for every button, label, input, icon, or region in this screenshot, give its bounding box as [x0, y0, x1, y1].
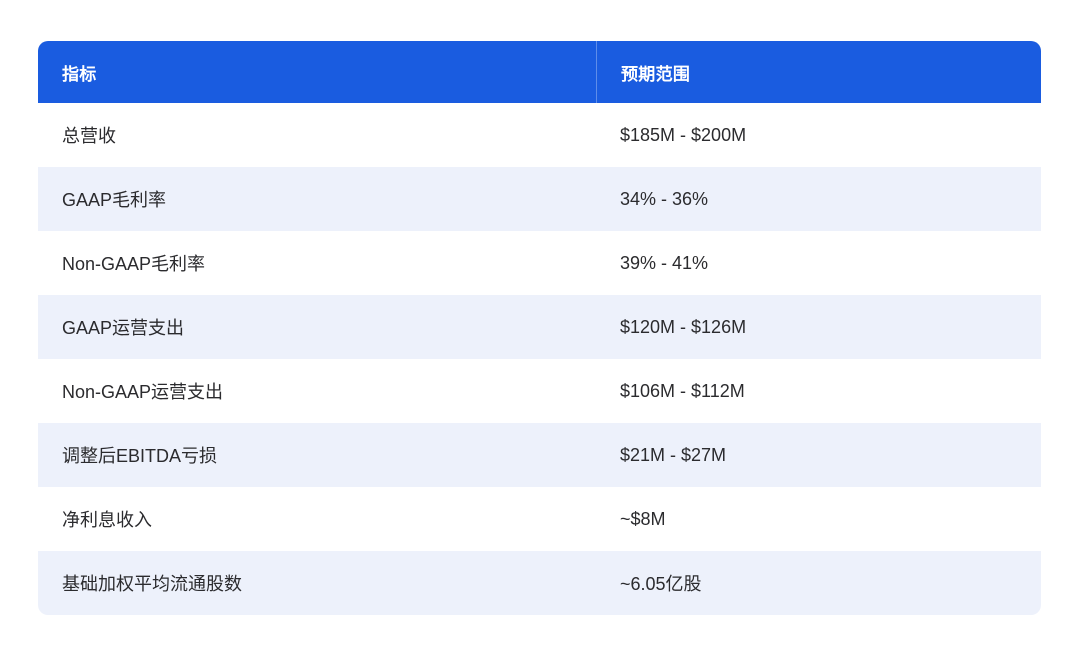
range-cell: $120M - $126M	[620, 316, 747, 337]
table-row: 净利息收入 ~$8M	[38, 487, 1041, 551]
range-cell: $185M - $200M	[620, 124, 747, 145]
range-cell: ~6.05亿股	[620, 574, 702, 594]
table-header-row: 指标 预期范围	[38, 41, 1041, 103]
range-cell: $21M - $27M	[620, 444, 727, 465]
metric-cell: GAAP毛利率	[62, 190, 167, 210]
range-cell: 34% - 36%	[620, 188, 709, 209]
table-row: GAAP运营支出 $120M - $126M	[38, 295, 1041, 359]
table-row: 调整后EBITDA亏损 $21M - $27M	[38, 423, 1041, 487]
table-row: 基础加权平均流通股数 ~6.05亿股	[38, 551, 1041, 615]
metric-cell: Non-GAAP毛利率	[62, 254, 206, 274]
range-cell: 39% - 41%	[620, 252, 709, 273]
column-header-metric: 指标	[62, 64, 97, 84]
metric-cell: Non-GAAP运营支出	[62, 382, 224, 402]
table-row: GAAP毛利率 34% - 36%	[38, 167, 1041, 231]
guidance-table: 指标 预期范围 总营收 $185M - $200M GAAP毛利率 34% - …	[38, 41, 1041, 615]
range-cell: ~$8M	[620, 508, 666, 529]
range-cell: $106M - $112M	[620, 380, 745, 401]
metric-cell: GAAP运营支出	[62, 318, 185, 338]
metric-cell: 基础加权平均流通股数	[62, 574, 242, 594]
table-row: Non-GAAP运营支出 $106M - $112M	[38, 359, 1041, 423]
table-row: Non-GAAP毛利率 39% - 41%	[38, 231, 1041, 295]
metric-cell: 调整后EBITDA亏损	[62, 446, 218, 466]
metric-cell: 总营收	[62, 126, 116, 146]
metric-cell: 净利息收入	[62, 510, 152, 530]
table-row: 总营收 $185M - $200M	[38, 103, 1041, 167]
column-header-range: 预期范围	[596, 41, 1041, 103]
table-body: 总营收 $185M - $200M GAAP毛利率 34% - 36% Non-…	[38, 103, 1041, 615]
